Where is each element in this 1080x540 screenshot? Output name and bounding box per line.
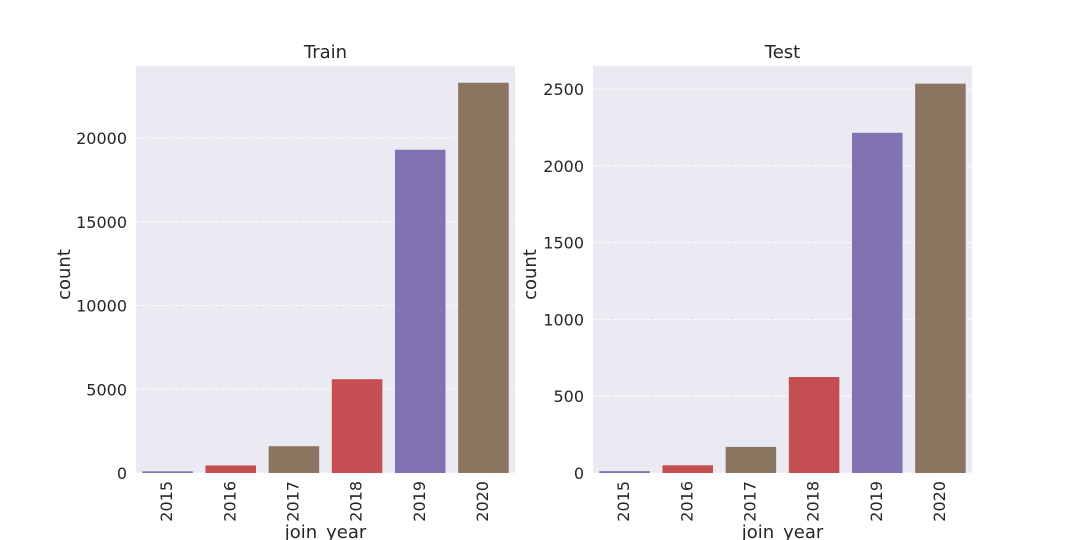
- chart-0-ytick-label: 5000: [86, 380, 127, 399]
- chart-0-ytick-label: 10000: [76, 297, 127, 316]
- chart-1-ytick-label: 0: [574, 464, 584, 483]
- chart-1-x-axis-label: join_year: [741, 522, 824, 540]
- chart-0-xtick-label: 2019: [410, 481, 429, 522]
- chart-1-xtick-label: 2019: [867, 481, 886, 522]
- chart-1-ytick-label: 2000: [543, 157, 584, 176]
- chart-1-bar-2018: [788, 377, 840, 473]
- chart-0-bar-2016: [205, 465, 257, 473]
- chart-0-title: Train: [303, 42, 347, 63]
- chart-1-xtick-label: 2016: [677, 481, 696, 522]
- chart-0-ytick-label: 20000: [76, 129, 127, 148]
- chart-1-ytick-label: 1000: [543, 310, 584, 329]
- chart-0-ytick-label: 0: [117, 464, 127, 483]
- chart-1-bar-2020: [915, 83, 966, 473]
- chart-1-ytick-label: 1500: [543, 234, 584, 253]
- chart-0-xtick-label: 2020: [473, 481, 492, 522]
- chart-1-bar-2016: [662, 465, 714, 473]
- chart-0-bar-2017: [268, 446, 320, 473]
- chart-1-plot-area: [593, 66, 972, 473]
- chart-0-xtick-label: 2015: [157, 481, 176, 522]
- test-chart: 0 500 1000 1500 2000 2500 2015 2016 2017 2018 2019…: [520, 42, 972, 540]
- chart-1-bar-2019: [851, 132, 903, 473]
- chart-1-xtick-label: 2015: [614, 481, 633, 522]
- chart-0-ytick-label: 15000: [76, 213, 127, 232]
- chart-0-plot-area: [136, 66, 515, 473]
- chart-1-title: Test: [764, 42, 800, 63]
- chart-1-bar-2015: [599, 471, 650, 473]
- chart-1-bar-2017: [725, 446, 777, 473]
- chart-0-y-axis-label: count: [54, 249, 75, 300]
- chart-1-xtick-label: 2020: [930, 481, 949, 522]
- chart-1-xtick-label: 2017: [740, 481, 759, 522]
- chart-1-y-axis-label: count: [520, 249, 541, 300]
- chart-1-ytick-label: 2500: [543, 80, 584, 99]
- chart-0-xtick-label: 2018: [347, 481, 366, 522]
- chart-0-bar-2018: [331, 379, 383, 473]
- chart-1-xtick-label: 2018: [804, 481, 823, 522]
- chart-0-bar-2015: [142, 471, 193, 473]
- chart-0-bar-2019: [394, 149, 446, 473]
- chart-0-bar-2020: [458, 82, 509, 474]
- chart-0-xtick-label: 2017: [283, 481, 302, 522]
- train-chart: 0 5000 10000 15000 20000 2015 2016 2017 2018 2019…: [54, 42, 515, 540]
- chart-0-xtick-label: 2016: [220, 481, 239, 522]
- chart-0-x-axis-label: join_year: [284, 522, 367, 540]
- chart-1-ytick-label: 500: [553, 387, 584, 406]
